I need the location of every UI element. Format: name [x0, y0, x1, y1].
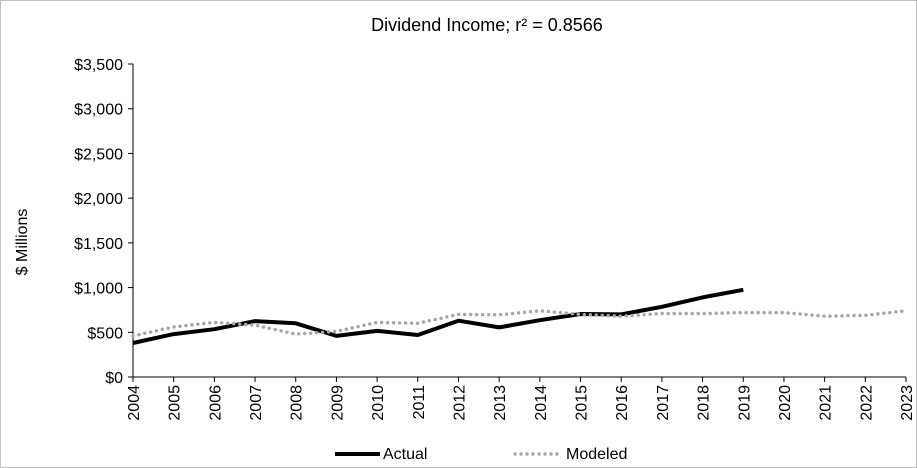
y-tick-label: $3,000 — [74, 102, 123, 119]
series-lines — [131, 287, 908, 345]
axes — [128, 63, 907, 382]
y-axis-ticks: $0 $500 $1,000 $1,500 $2,000 $2,500 $3,000 $3,5… — [74, 57, 123, 387]
x-tick-label: 2021 — [818, 385, 835, 421]
x-axis-ticks: 2004 2005 2006 2007 2008 2009 2010 2011 2012 2013… — [126, 385, 916, 421]
x-tick-label: 2011 — [411, 385, 428, 420]
x-tick-label: 2018 — [696, 385, 713, 421]
x-tick-label: 2016 — [614, 385, 631, 421]
x-tick-label: 2023 — [899, 385, 916, 421]
series-line-modeled — [131, 309, 908, 338]
y-tick-label: $500 — [87, 325, 123, 342]
x-tick-label: 2017 — [655, 385, 672, 421]
y-tick-label: $1,000 — [74, 281, 123, 298]
x-tick-label: 2004 — [126, 385, 143, 421]
y-tick-label: $0 — [105, 370, 123, 387]
legend-label-modeled: Modeled — [566, 446, 627, 463]
x-tick-label: 2012 — [451, 385, 468, 421]
y-tick-label: $2,500 — [74, 146, 123, 163]
x-tick-label: 2013 — [492, 385, 509, 421]
x-tick-label: 2014 — [533, 385, 550, 421]
x-tick-label: 2015 — [574, 385, 591, 421]
series-line-actual — [132, 287, 744, 345]
x-tick-label: 2010 — [370, 385, 387, 421]
legend-label-actual: Actual — [383, 446, 427, 463]
x-tick-label: 2019 — [736, 385, 753, 421]
y-tick-label: $2,000 — [74, 191, 123, 208]
y-axis-label: $ Millions — [14, 209, 31, 276]
legend: Actual Modeled — [335, 446, 627, 463]
x-tick-label: 2009 — [329, 385, 346, 421]
y-tick-label: $3,500 — [74, 57, 123, 74]
y-tick-label: $1,500 — [74, 236, 123, 253]
x-tick-label: 2020 — [777, 385, 794, 421]
x-tick-label: 2022 — [858, 385, 875, 421]
chart-title: Dividend Income; r² = 0.8566 — [371, 15, 603, 35]
x-tick-label: 2006 — [207, 385, 224, 421]
x-tick-label: 2005 — [167, 385, 184, 421]
x-tick-label: 2008 — [289, 385, 306, 421]
x-tick-label: 2007 — [248, 385, 265, 421]
